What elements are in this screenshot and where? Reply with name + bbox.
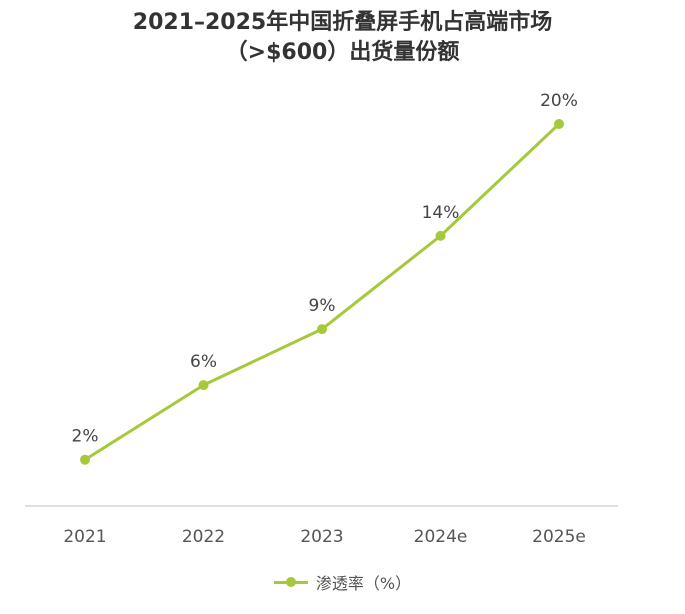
x-tick-label-2023: 2023 xyxy=(300,527,343,547)
x-tick-label-2021: 2021 xyxy=(63,527,106,547)
x-tick-label-2025e: 2025e xyxy=(532,527,586,547)
chart-title: 2021–2025年中国折叠屏手机占高端市场 （>$600）出货量份额 xyxy=(0,8,685,68)
data-label-2025e: 20% xyxy=(540,91,578,111)
data-labels: 2% 6% 9% 14% 20% xyxy=(72,91,578,447)
x-tick-label-2024e: 2024e xyxy=(414,527,468,547)
data-label-2024e: 14% xyxy=(422,203,460,223)
data-label-2021: 2% xyxy=(72,427,99,447)
legend-label: 渗透率（%） xyxy=(315,574,412,593)
x-tick-label-2022: 2022 xyxy=(182,527,225,547)
data-point-2022 xyxy=(198,380,209,391)
data-point-2025e xyxy=(554,119,564,129)
data-points xyxy=(80,119,564,465)
legend: 渗透率（%） xyxy=(0,570,685,594)
data-label-2022: 6% xyxy=(190,352,217,372)
chart-title-line-2: （>$600）出货量份额 xyxy=(225,40,460,65)
x-tick-labels: 2021 2022 2023 2024e 2025e xyxy=(63,527,586,547)
data-point-2021 xyxy=(80,454,90,465)
legend-line-marker-icon xyxy=(273,576,308,588)
chart-title-line-1: 2021–2025年中国折叠屏手机占高端市场 xyxy=(132,10,553,35)
data-label-2023: 9% xyxy=(309,296,336,316)
data-point-2023 xyxy=(317,324,327,335)
series-line xyxy=(83,122,561,462)
data-point-2024e xyxy=(435,230,446,241)
